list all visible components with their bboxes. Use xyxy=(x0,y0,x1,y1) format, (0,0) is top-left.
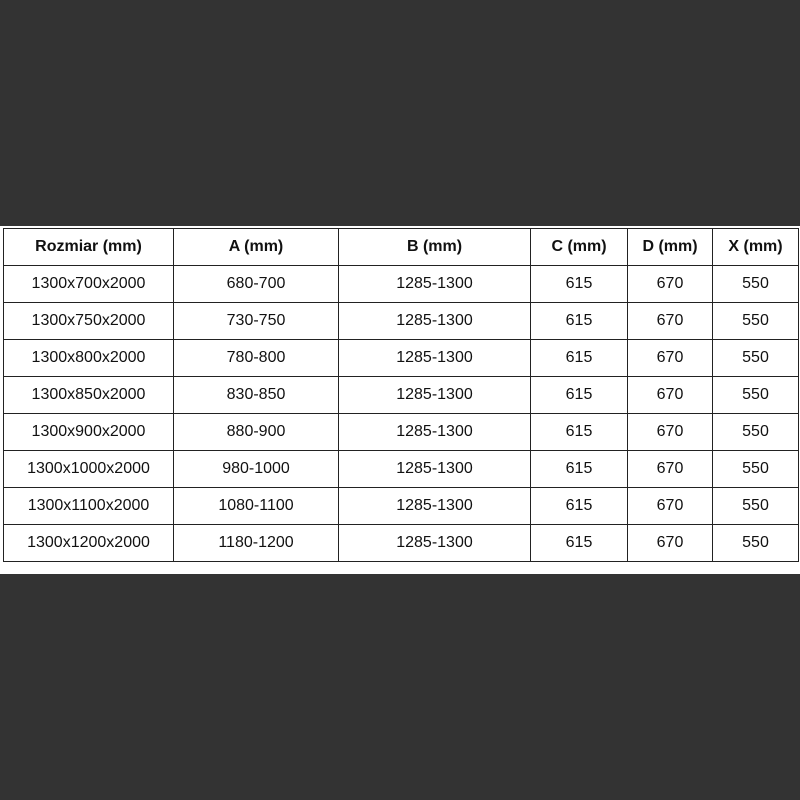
table-cell: 615 xyxy=(530,524,628,562)
table-cell: 670 xyxy=(627,524,713,562)
table-cell: 1300x1200x2000 xyxy=(3,524,174,562)
table-row: 1300x1000x2000 980-1000 1285-1300 615 670 550 xyxy=(3,450,799,488)
column-header: B (mm) xyxy=(338,228,531,266)
column-header: C (mm) xyxy=(530,228,628,266)
table-cell: 1285-1300 xyxy=(338,450,531,488)
table-cell: 670 xyxy=(627,450,713,488)
table-cell: 550 xyxy=(712,524,799,562)
table-cell: 1300x750x2000 xyxy=(3,302,174,340)
table-cell: 1300x1000x2000 xyxy=(3,450,174,488)
table-row: 1300x1200x2000 1180-1200 1285-1300 615 670 55… xyxy=(3,524,799,562)
table-cell: 615 xyxy=(530,302,628,340)
column-header: X (mm) xyxy=(712,228,799,266)
table-cell: 550 xyxy=(712,376,799,414)
table-cell: 550 xyxy=(712,413,799,451)
table-cell: 880-900 xyxy=(173,413,339,451)
table-cell: 615 xyxy=(530,450,628,488)
table-cell: 1300x850x2000 xyxy=(3,376,174,414)
column-header: A (mm) xyxy=(173,228,339,266)
table-cell: 1080-1100 xyxy=(173,487,339,525)
table-cell: 1285-1300 xyxy=(338,413,531,451)
table-cell: 680-700 xyxy=(173,265,339,303)
table-cell: 1285-1300 xyxy=(338,487,531,525)
table-cell: 550 xyxy=(712,302,799,340)
table-row: 1300x800x2000 780-800 1285-1300 615 670 550 xyxy=(3,339,799,377)
table-cell: 1300x800x2000 xyxy=(3,339,174,377)
table-row: 1300x700x2000 680-700 1285-1300 615 670 550 xyxy=(3,265,799,303)
table-panel: Rozmiar (mm) A (mm) B (mm) C (mm) D (mm) X (m… xyxy=(0,226,800,574)
table-cell: 550 xyxy=(712,265,799,303)
table-cell: 615 xyxy=(530,413,628,451)
table-cell: 1285-1300 xyxy=(338,376,531,414)
column-header: Rozmiar (mm) xyxy=(3,228,174,266)
table-cell: 670 xyxy=(627,376,713,414)
table-cell: 615 xyxy=(530,487,628,525)
table-cell: 670 xyxy=(627,339,713,377)
table-cell: 670 xyxy=(627,413,713,451)
table-cell: 550 xyxy=(712,487,799,525)
table-cell: 980-1000 xyxy=(173,450,339,488)
table-cell: 1285-1300 xyxy=(338,339,531,377)
table-cell: 730-750 xyxy=(173,302,339,340)
table-cell: 615 xyxy=(530,339,628,377)
table-cell: 1300x1100x2000 xyxy=(3,487,174,525)
table-cell: 1285-1300 xyxy=(338,265,531,303)
table-cell: 615 xyxy=(530,376,628,414)
column-header: D (mm) xyxy=(627,228,713,266)
table-cell: 550 xyxy=(712,450,799,488)
table-cell: 670 xyxy=(627,487,713,525)
table-cell: 780-800 xyxy=(173,339,339,377)
table-cell: 550 xyxy=(712,339,799,377)
table-cell: 1285-1300 xyxy=(338,524,531,562)
table-cell: 1180-1200 xyxy=(173,524,339,562)
table-cell: 615 xyxy=(530,265,628,303)
header-row: Rozmiar (mm) A (mm) B (mm) C (mm) D (mm) X (m… xyxy=(3,228,799,266)
table-cell: 1300x700x2000 xyxy=(3,265,174,303)
dimensions-table: Rozmiar (mm) A (mm) B (mm) C (mm) D (mm) X (m… xyxy=(3,228,799,562)
table-cell: 830-850 xyxy=(173,376,339,414)
table-row: 1300x900x2000 880-900 1285-1300 615 670 550 xyxy=(3,413,799,451)
table-row: 1300x850x2000 830-850 1285-1300 615 670 550 xyxy=(3,376,799,414)
table-cell: 1300x900x2000 xyxy=(3,413,174,451)
table-cell: 1285-1300 xyxy=(338,302,531,340)
table-row: 1300x1100x2000 1080-1100 1285-1300 615 670 55… xyxy=(3,487,799,525)
table-row: 1300x750x2000 730-750 1285-1300 615 670 550 xyxy=(3,302,799,340)
table-cell: 670 xyxy=(627,265,713,303)
table-cell: 670 xyxy=(627,302,713,340)
